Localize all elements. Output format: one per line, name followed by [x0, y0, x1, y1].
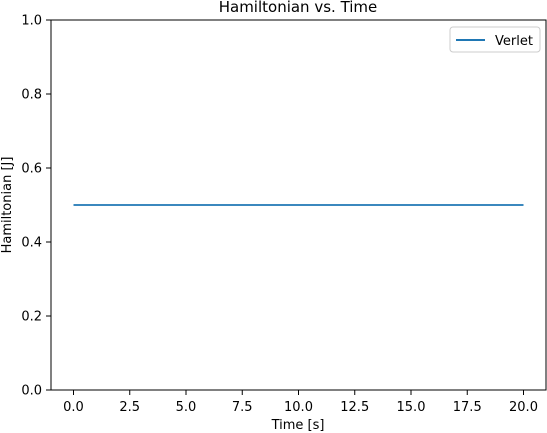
- x-axis-label: Time [s]: [271, 418, 325, 433]
- x-tick-label: 7.5: [232, 400, 253, 415]
- x-axis-ticks: 0.0 2.5 5.0 7.5 10.0 12.5 15.0 17.5 20.0: [63, 390, 538, 415]
- y-tick-label: 0.0: [21, 384, 42, 399]
- chart-title: Hamiltonian vs. Time: [219, 0, 378, 16]
- y-tick-label: 0.2: [21, 310, 42, 325]
- y-axis-label: Hamiltonian [J]: [0, 157, 15, 254]
- x-tick-label: 0.0: [63, 400, 84, 415]
- x-tick-label: 10.0: [284, 400, 313, 415]
- y-tick-label: 0.4: [21, 236, 42, 251]
- y-tick-label: 0.8: [21, 88, 42, 103]
- y-tick-label: 1.0: [21, 14, 42, 29]
- x-tick-label: 12.5: [340, 400, 369, 415]
- y-axis-ticks: 0.0 0.2 0.4 0.6 0.8 1.0: [21, 14, 51, 399]
- y-tick-label: 0.6: [21, 162, 42, 177]
- x-tick-label: 17.5: [453, 400, 482, 415]
- legend-label-verlet: Verlet: [495, 34, 533, 49]
- x-tick-label: 2.5: [119, 400, 140, 415]
- x-tick-label: 20.0: [509, 400, 538, 415]
- x-tick-label: 5.0: [176, 400, 197, 415]
- legend-box: [449, 26, 541, 53]
- x-tick-label: 15.0: [397, 400, 426, 415]
- legend: Verlet: [449, 26, 541, 53]
